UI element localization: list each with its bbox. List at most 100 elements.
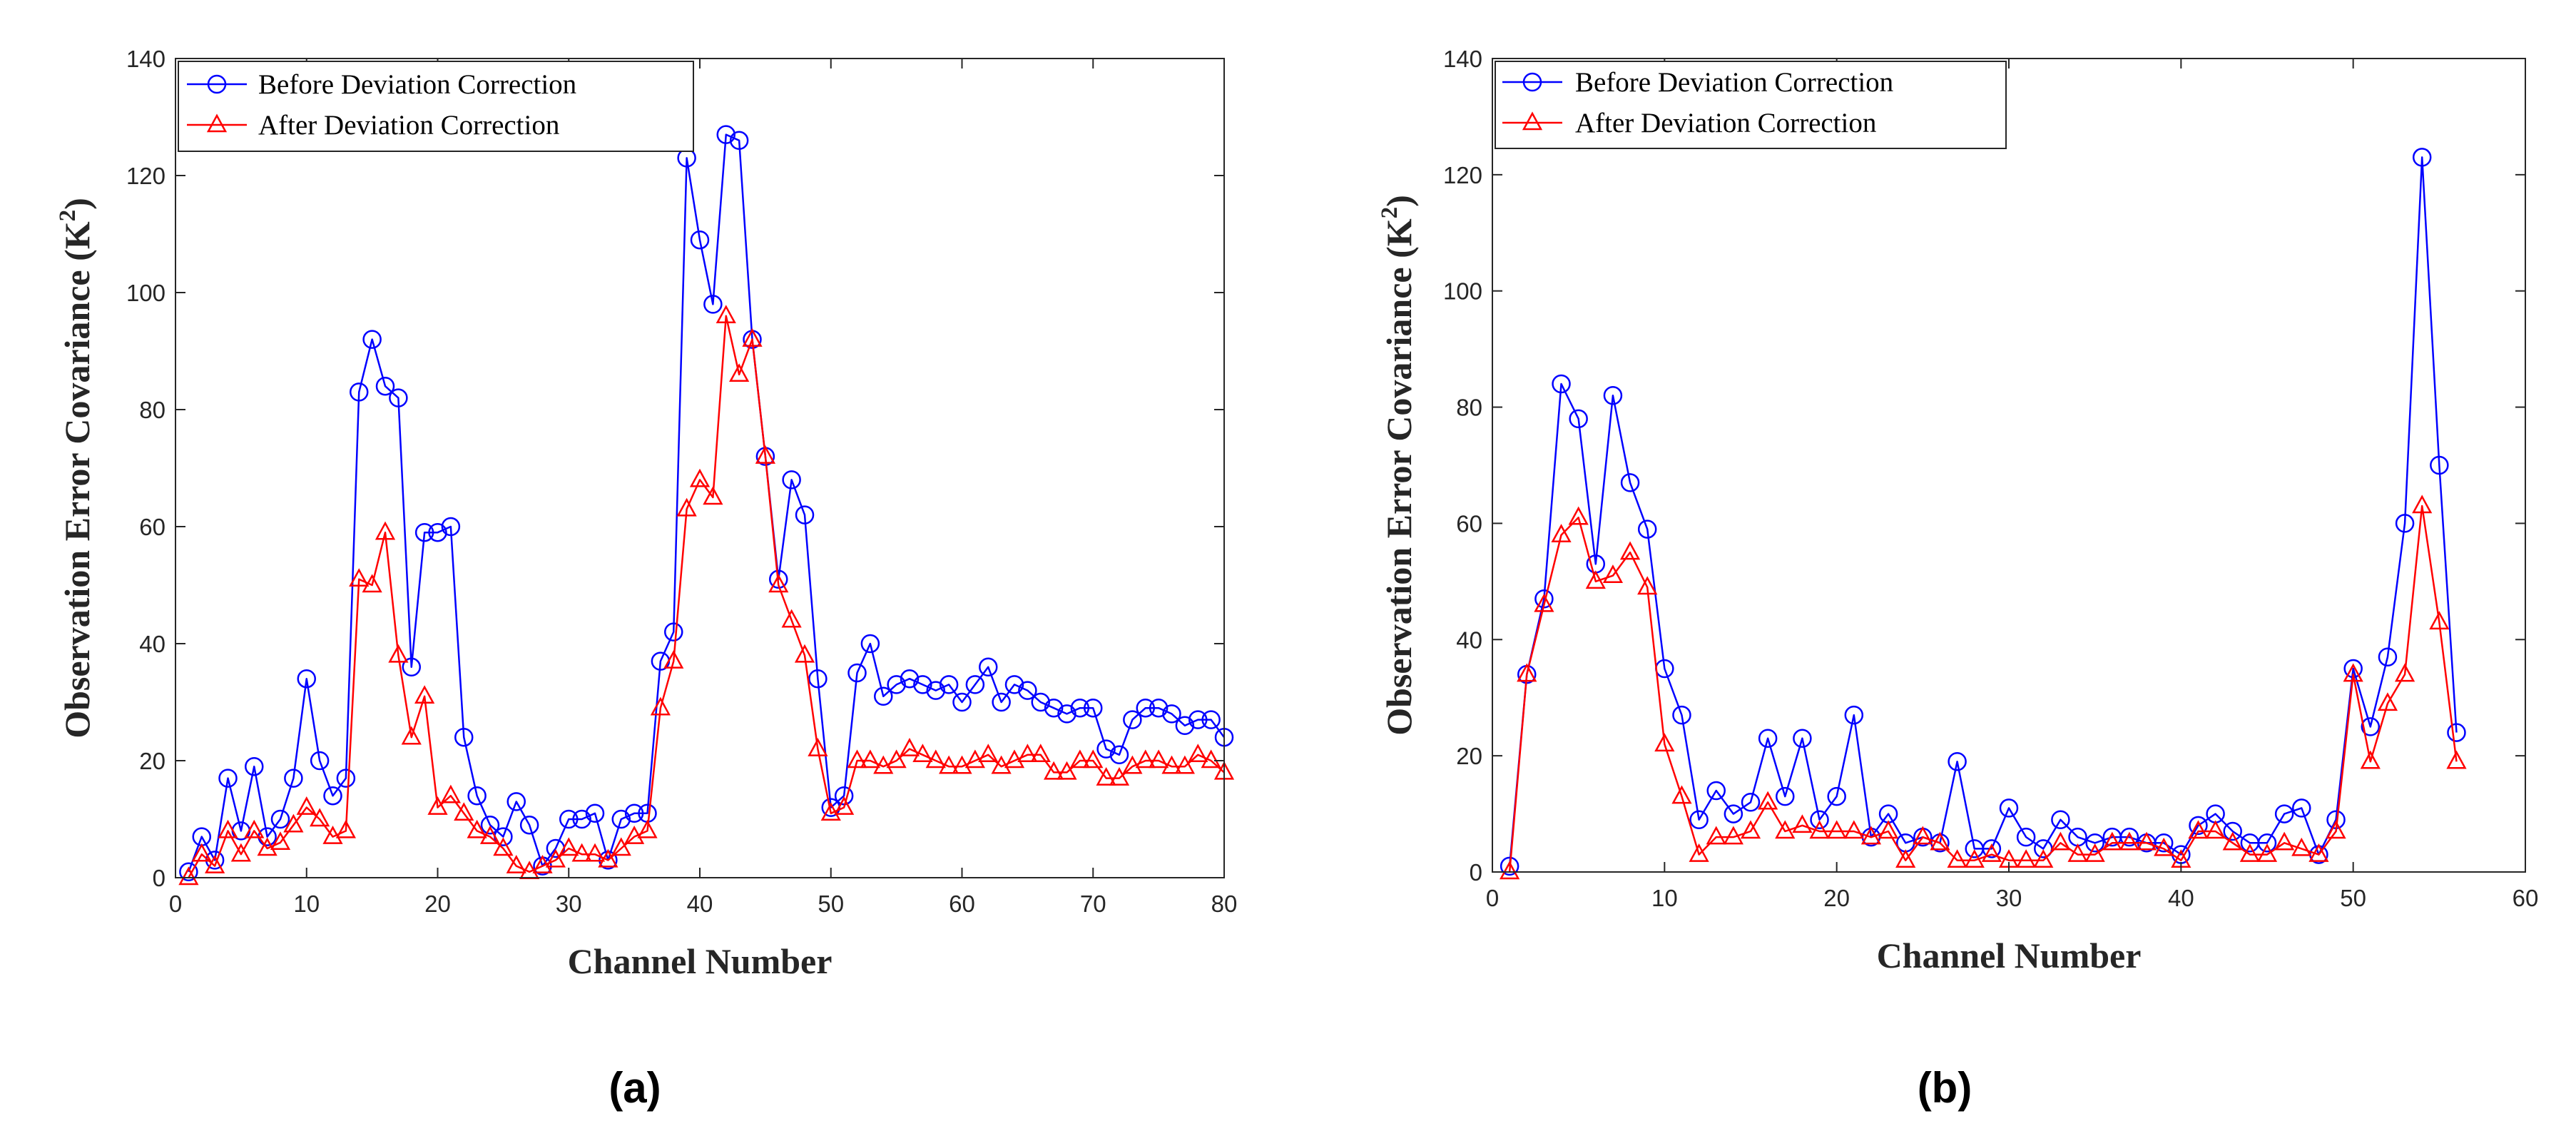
chart-a-after-point (912, 744, 933, 763)
chart-a-after-point (991, 755, 1012, 774)
chart-a-after-point (598, 848, 618, 868)
chart-a-after-point (388, 644, 409, 663)
chart-b-after-point (1930, 831, 1950, 851)
chart-a-after-point (440, 784, 461, 803)
chart-a-before-point (389, 388, 408, 407)
chart-a-after-point (532, 854, 553, 873)
chart-b-after-point (1981, 843, 2002, 862)
chart-a-xlabel: Channel Number (568, 941, 833, 981)
chart-a-before-point (952, 692, 972, 712)
chart-a-after-point (454, 802, 474, 821)
chart-b-xtick-label: 60 (2513, 885, 2539, 911)
chart-a-before-point (992, 692, 1011, 712)
chart-b-after-point (2274, 831, 2295, 851)
chart-a-after-point (571, 843, 592, 862)
chart-a-after-point (1004, 749, 1025, 769)
chart-a-before-point (860, 634, 880, 654)
chart-a-after-point (689, 468, 711, 487)
chart-b-xtick-label: 40 (2168, 885, 2194, 911)
chart-a-after-point (322, 825, 343, 844)
chart-a-xtick-label: 20 (424, 891, 451, 917)
chart-a-after-point (1188, 744, 1208, 763)
chart-a-ytick-label: 60 (139, 514, 166, 540)
chart-a-before-point (874, 686, 893, 706)
chart-a-xtick-label: 30 (556, 891, 582, 917)
chart-b-after-point (1792, 814, 1813, 833)
chart-a-after-point (1030, 744, 1051, 763)
chart-a-before-point (847, 663, 867, 683)
chart-b-after-point (1860, 826, 1882, 845)
chart-a-after-point (283, 813, 304, 833)
chart-a-before-point (428, 522, 447, 542)
chart-a-before-point (782, 470, 801, 490)
chart-b-ylabel-text: Observation Error Covariance (K (1379, 218, 1419, 736)
chart-b-series-after (1500, 495, 2467, 880)
chart-b-after-point (2067, 843, 2088, 862)
chart-b-before-point (1672, 705, 1691, 725)
chart-b-legend: Before Deviation Correction After Deviat… (1495, 61, 2007, 149)
chart-b-before-point (1689, 810, 1709, 829)
chart-a-before-point (454, 727, 474, 747)
chart-a-before-point (1044, 698, 1064, 718)
chart-b-after-point (1689, 843, 1709, 862)
chart-b-after-point (2239, 843, 2260, 862)
chart-b-after-point (1602, 564, 1624, 583)
chart-a-before-point (179, 862, 198, 882)
chart-b-before-point (1724, 804, 1743, 823)
chart-a-before-point (284, 769, 303, 788)
chart-a-before-point (467, 786, 487, 806)
chart-a-after-point (493, 837, 514, 856)
chart-a-after-point (1057, 761, 1077, 780)
chart-a-xtick-label: 60 (949, 891, 975, 917)
chart-a-before-point (769, 569, 788, 589)
chart-a-before-point (245, 756, 264, 776)
chart-b-panel-label: (b) (1918, 1064, 1972, 1112)
chart-a-after-point (479, 825, 501, 844)
chart-a-before-point (218, 769, 238, 788)
chart-b-before-point (2430, 455, 2449, 475)
chart-b-ylabel: Observation Error Covariance (K2) (1377, 195, 1419, 736)
chart-a-after-point (506, 854, 526, 873)
chart-a-before-point (1123, 710, 1142, 729)
chart-a-ytick-label: 0 (153, 865, 166, 891)
chart-b-before-point (2447, 723, 2466, 742)
chart-b-before-point (2154, 833, 2174, 853)
chart-b-after-point (1878, 820, 1899, 839)
chart-a-before-point (270, 809, 290, 829)
chart-b-before-point (2378, 647, 2398, 666)
chart-b-before-point (1741, 793, 1761, 812)
chart-a-before-point (1201, 710, 1221, 729)
chart-a-after-point (1083, 749, 1104, 769)
chart-b-before-line (1508, 156, 2458, 866)
chart-a-before-point (979, 657, 998, 677)
chart-a-ytick-label: 140 (126, 46, 166, 72)
chart-a-after-point (742, 328, 763, 347)
chart-b-xtick-label: 0 (1486, 885, 1499, 911)
chart-b-after-point (1654, 733, 1675, 752)
chart-a-after-point (1096, 766, 1116, 786)
chart-a-after-point (310, 808, 330, 827)
chart-a-after-point (808, 737, 828, 756)
chart-b-before-point (1620, 473, 1640, 492)
chart-b-legend-before-label: Before Deviation Correction (1575, 67, 1893, 98)
chart-a-after-point (834, 796, 855, 815)
chart-b-after-point (1500, 861, 1520, 880)
chart-b-before-point (2051, 810, 2070, 829)
chart-a-before-point (323, 786, 342, 806)
chart-a-after-point (729, 363, 750, 382)
chart-b-after-point (2084, 843, 2105, 862)
chart-b-after-point (1964, 849, 1985, 868)
chart-a-before-point (310, 751, 330, 771)
chart-b-after-point (1534, 593, 1554, 612)
chart-a-after-point (1122, 755, 1143, 774)
chart-a-ytick-label: 120 (126, 163, 166, 189)
chart-b-before-point (1844, 705, 1864, 725)
chart-b-before-point (1793, 729, 1812, 748)
chart-b-before-point (2223, 821, 2242, 841)
chart-b-after-point (2377, 692, 2398, 711)
chart-b-before-point (1603, 386, 1623, 405)
chart-a-after-point (296, 796, 317, 815)
chart-a-before-point (1175, 716, 1195, 736)
chart-a-ylabel-text: Observation Error Covariance (K (57, 221, 97, 739)
chart-b-after-point (2291, 837, 2312, 856)
